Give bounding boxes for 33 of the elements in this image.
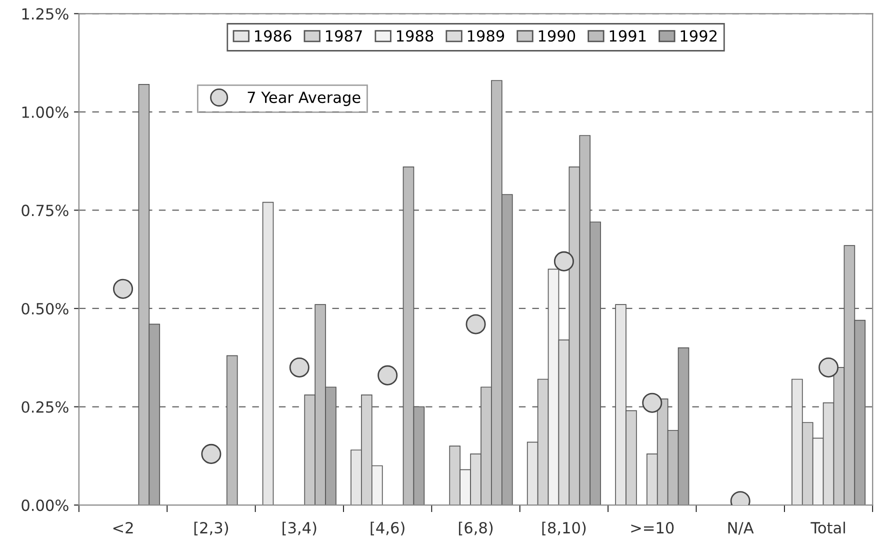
y-tick-label: 0.50% (22, 302, 68, 315)
x-tick-label: [4,6) (370, 522, 404, 536)
legend-label: 1987 (326, 30, 362, 42)
y-tick-label: 0.75% (22, 204, 68, 216)
bar (226, 355, 238, 506)
x-tick-label: [8,10) (542, 522, 586, 536)
x-tick-label: <2 (113, 522, 133, 534)
point (378, 365, 398, 386)
point (818, 357, 839, 378)
y-tick-label: 0.25% (22, 401, 68, 413)
point (201, 444, 222, 464)
legend-label: 1991 (610, 30, 646, 42)
y-tick-label: 1.25% (22, 8, 68, 20)
legend-label: 1990 (538, 30, 576, 42)
legend-label: 1989 (468, 30, 504, 42)
bar (262, 202, 274, 506)
x-tick-label: [3,4) (282, 522, 316, 536)
x-tick-label: >=10 (631, 522, 674, 534)
legend-label: 1988 (396, 30, 434, 42)
x-tick-label: Total (810, 522, 845, 534)
point (113, 278, 134, 299)
x-tick-label: N/A (728, 522, 754, 535)
point (554, 251, 574, 272)
x-tick-label: [2,3) (194, 522, 228, 536)
x-tick-label: [6,8) (458, 522, 493, 536)
legend-label: 1986 (255, 30, 292, 42)
y-tick-label: 1.00% (22, 106, 68, 118)
legend-label: 7 Year Average (248, 92, 360, 106)
point (466, 314, 486, 334)
point (642, 392, 662, 413)
y-tick-label: 0.00% (22, 500, 68, 512)
point (289, 357, 310, 378)
legend-label: 1992 (680, 30, 717, 42)
